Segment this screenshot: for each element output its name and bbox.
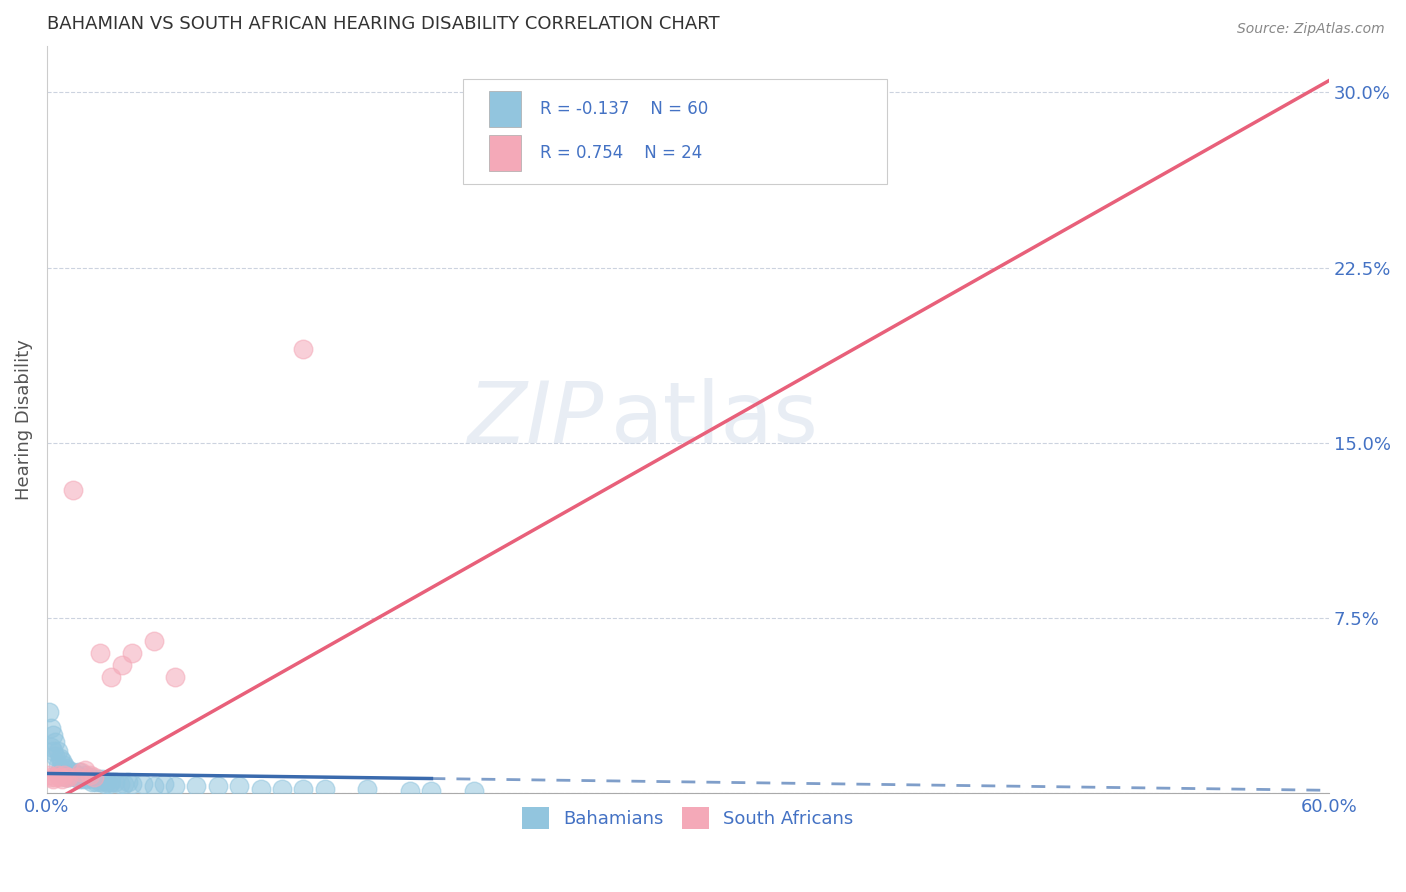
Text: atlas: atlas <box>612 378 818 461</box>
Legend: Bahamians, South Africans: Bahamians, South Africans <box>515 800 860 837</box>
Point <box>96 774 118 789</box>
Point <box>75 763 97 777</box>
Point <box>55 761 77 775</box>
Point <box>153 777 176 791</box>
Point <box>292 781 315 796</box>
Point <box>51 765 73 780</box>
Point <box>84 774 107 789</box>
Point <box>569 167 592 181</box>
Point <box>55 770 77 784</box>
Point <box>39 721 62 735</box>
Point <box>228 780 250 794</box>
Point <box>44 748 66 763</box>
Point <box>111 657 134 672</box>
Point <box>53 767 76 781</box>
Point <box>100 774 122 789</box>
Point <box>46 758 69 772</box>
FancyBboxPatch shape <box>489 91 522 127</box>
Point <box>165 669 187 683</box>
Point <box>117 774 139 789</box>
Point <box>97 777 120 791</box>
Point <box>42 772 65 787</box>
Point <box>79 767 101 781</box>
Point <box>67 765 90 780</box>
Point <box>62 765 84 780</box>
Point <box>356 781 378 796</box>
Point <box>53 767 76 781</box>
Text: ZIP: ZIP <box>468 378 605 461</box>
Point <box>48 751 70 765</box>
Point <box>207 780 229 794</box>
Point <box>44 735 66 749</box>
Point <box>108 777 131 791</box>
FancyBboxPatch shape <box>489 135 522 170</box>
Point <box>62 483 84 497</box>
Point <box>420 784 443 798</box>
Point <box>142 780 165 794</box>
Point <box>53 758 76 772</box>
Point <box>51 772 73 787</box>
Point <box>89 646 111 660</box>
Point <box>70 770 93 784</box>
Y-axis label: Hearing Disability: Hearing Disability <box>15 339 32 500</box>
Point <box>42 728 65 742</box>
Point <box>66 770 89 784</box>
Point <box>38 705 60 719</box>
Point <box>44 770 66 784</box>
Point <box>39 739 62 754</box>
Point <box>142 634 165 648</box>
Point <box>165 780 187 794</box>
Point <box>292 343 315 357</box>
FancyBboxPatch shape <box>464 79 887 184</box>
Point <box>58 763 80 777</box>
Text: R = -0.137    N = 60: R = -0.137 N = 60 <box>540 100 709 118</box>
Point <box>270 781 292 796</box>
Point <box>38 767 60 781</box>
Point <box>63 770 86 784</box>
Point <box>463 784 485 798</box>
Point <box>72 772 94 787</box>
Point <box>399 784 422 798</box>
Point <box>91 772 114 787</box>
Point <box>87 772 110 787</box>
Point <box>48 763 70 777</box>
Point <box>75 767 97 781</box>
Point <box>70 765 93 780</box>
Point <box>79 770 101 784</box>
Point <box>83 772 105 787</box>
Point <box>58 770 80 784</box>
Point <box>121 646 143 660</box>
Point <box>104 774 127 789</box>
Text: Source: ZipAtlas.com: Source: ZipAtlas.com <box>1237 22 1385 37</box>
Point <box>249 781 271 796</box>
Point <box>76 772 98 787</box>
Point <box>132 777 155 791</box>
Point <box>121 777 143 791</box>
Point <box>186 780 208 794</box>
Point <box>80 774 103 789</box>
Point <box>55 770 77 784</box>
Point <box>100 669 122 683</box>
Point <box>46 744 69 758</box>
Point <box>112 777 135 791</box>
Point <box>48 770 70 784</box>
Point <box>93 777 115 791</box>
Point <box>51 754 73 768</box>
Point <box>83 770 105 784</box>
Point <box>314 781 336 796</box>
Text: BAHAMIAN VS SOUTH AFRICAN HEARING DISABILITY CORRELATION CHART: BAHAMIAN VS SOUTH AFRICAN HEARING DISABI… <box>46 15 720 33</box>
Text: R = 0.754    N = 24: R = 0.754 N = 24 <box>540 144 703 161</box>
Point <box>89 774 111 789</box>
Point <box>67 772 90 787</box>
Point <box>58 770 80 784</box>
Point <box>59 767 82 781</box>
Point <box>39 770 62 784</box>
Point <box>42 744 65 758</box>
Point <box>46 767 69 781</box>
Point <box>66 767 89 781</box>
